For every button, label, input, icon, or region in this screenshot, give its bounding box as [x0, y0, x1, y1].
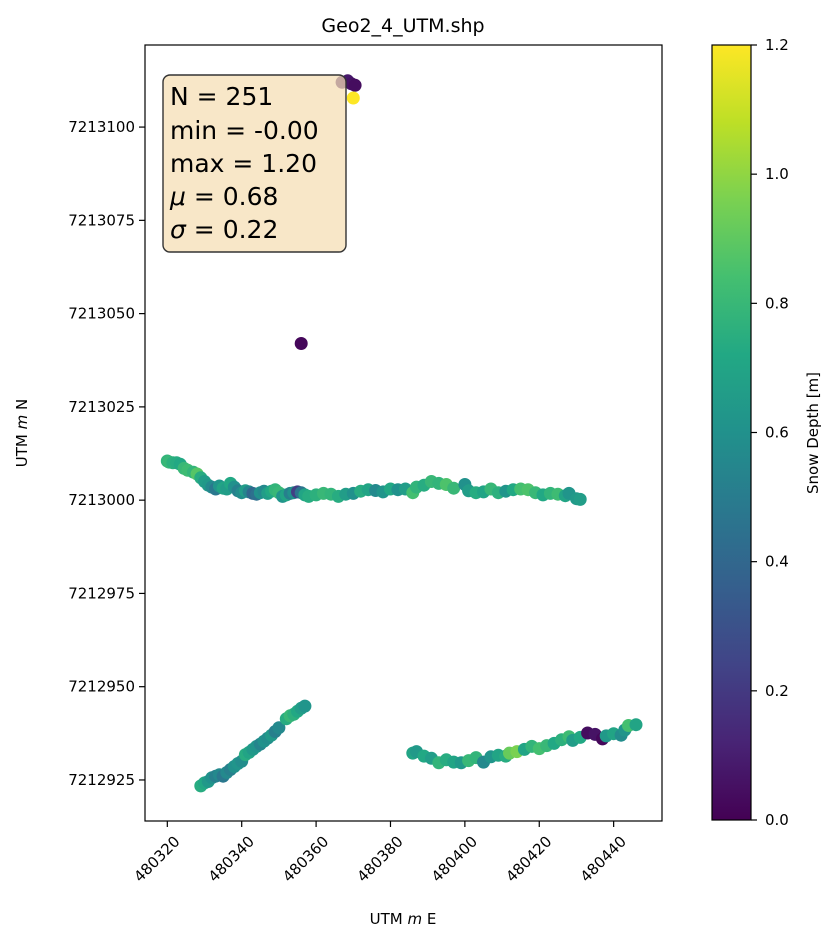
data-point [629, 718, 643, 732]
colorbar-tick-label: 0.4 [765, 553, 789, 571]
data-point [272, 721, 286, 735]
data-point [573, 492, 587, 506]
x-tick-label: 480320 [130, 833, 183, 886]
colorbar-gradient [711, 44, 752, 821]
colorbar: 0.0 0.2 0.4 0.6 0.8 1.0 1.2 Snow Depth [m] [711, 36, 822, 829]
y-tick-label: 7212950 [68, 678, 135, 696]
y-axis-ticks: 7212925 7212950 7212975 7213000 7213025 72130… [68, 118, 145, 789]
colorbar-tick-label: 0.0 [765, 811, 789, 829]
x-tick-label: 480340 [205, 833, 258, 886]
colorbar-label: Snow Depth [m] [804, 372, 822, 494]
colorbar-ticks: 0.0 0.2 0.4 0.6 0.8 1.0 1.2 [751, 36, 789, 829]
colorbar-tick-label: 0.2 [765, 682, 789, 700]
chart-title: Geo2_4_UTM.shp [321, 15, 484, 37]
colorbar-tick-label: 1.0 [765, 165, 789, 183]
stats-mean: μ = 0.68 [169, 182, 278, 211]
data-point [348, 78, 362, 92]
stats-std: σ = 0.22 [170, 215, 278, 244]
data-point [447, 481, 461, 495]
y-tick-label: 7213000 [68, 491, 135, 509]
stats-min: min = -0.00 [170, 116, 319, 145]
colorbar-tick-label: 0.8 [765, 294, 789, 312]
data-point [346, 91, 360, 105]
data-point [294, 337, 308, 350]
stats-n: N = 251 [170, 82, 273, 111]
y-tick-label: 7213050 [68, 305, 135, 323]
plot-frame [144, 44, 663, 822]
x-tick-label: 480380 [354, 833, 407, 886]
x-axis-ticks: 480320 480340 480360 480380 480400 480420 4804… [130, 821, 630, 886]
colorbar-tick-label: 0.6 [765, 424, 789, 442]
y-tick-label: 7213025 [68, 398, 135, 416]
y-tick-label: 7213075 [68, 211, 135, 229]
x-tick-label: 480360 [279, 833, 332, 886]
scatter-points [160, 74, 643, 793]
x-tick-label: 480420 [502, 833, 555, 886]
y-axis-label: UTM m N [13, 399, 31, 467]
x-tick-label: 480440 [577, 833, 630, 886]
y-tick-label: 7213100 [68, 118, 135, 136]
y-tick-label: 7212925 [68, 771, 135, 789]
x-axis-label: UTM m E [370, 910, 437, 928]
y-tick-label: 7212975 [68, 584, 135, 602]
data-point [298, 699, 312, 713]
stats-box-background [162, 74, 347, 253]
colorbar-tick-label: 1.2 [765, 36, 789, 54]
x-tick-label: 480400 [428, 833, 481, 886]
stats-max: max = 1.20 [170, 149, 317, 178]
stats-box: N = 251 min = -0.00 max = 1.20 μ = 0.68 … [162, 74, 347, 253]
